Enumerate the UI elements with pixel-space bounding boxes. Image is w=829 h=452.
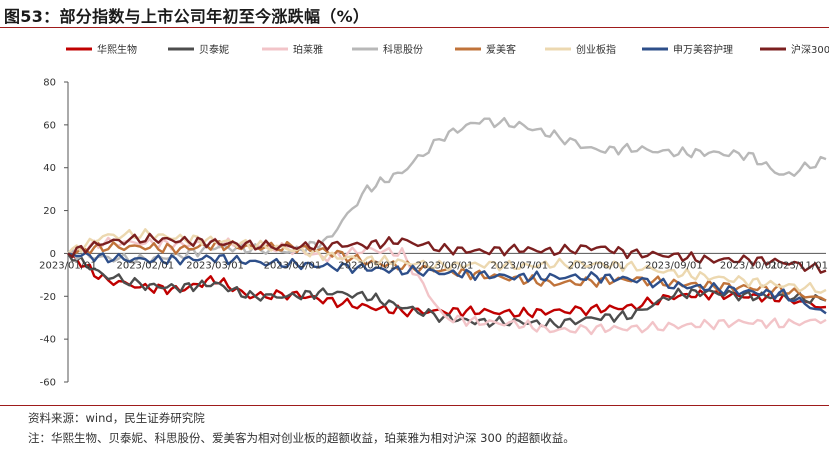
x-tick-label: 2023/09/01	[645, 260, 703, 271]
y-tick-label: 20	[43, 206, 56, 217]
figure-title: 图53：部分指数与上市公司年初至今涨跌幅（%）	[4, 7, 370, 26]
chart-axes	[64, 81, 826, 383]
x-tick-label: 2023/03/01	[186, 260, 244, 271]
x-tick-label: 2023/10/01	[720, 260, 778, 271]
plot-area	[66, 117, 827, 336]
footnote: 注：华熙生物、贝泰妮、科思股份、爱美客为相对创业板的超额收益，珀莱雅为相对沪深 …	[28, 431, 575, 445]
series-line	[67, 228, 827, 294]
legend-label: 贝泰妮	[199, 43, 229, 56]
series-line	[67, 232, 827, 274]
y-tick-label: 80	[43, 78, 56, 89]
x-tick-label: 2023/04/01	[264, 260, 322, 271]
y-tick-label: -40	[40, 335, 56, 346]
y-tick-labels: 80 60 40 20 0 -20 -40 -60	[40, 78, 56, 389]
line-chart: 华熙生物 贝泰妮 珀莱雅 科思股份 爱美客 创业板指 申万美容护理 沪深300 80 60 40 2…	[39, 43, 829, 389]
legend-label: 珀莱雅	[293, 43, 323, 56]
y-tick-label: -60	[40, 378, 56, 389]
legend-label: 沪深300	[791, 43, 829, 56]
x-tick-label: 2023/05/01	[338, 260, 396, 271]
source-note: 资料来源：wind，民生证券研究院	[28, 411, 205, 425]
series-line	[67, 252, 827, 319]
x-tick-label: 2023/07/01	[490, 260, 548, 271]
x-tick-labels: 2023/01/01 2023/02/01 2023/03/01 2023/04/01…	[39, 260, 828, 271]
y-tick-label: 0	[50, 249, 56, 260]
y-tick-label: -20	[40, 292, 56, 303]
x-tick-label: 2023/11/01	[770, 260, 828, 271]
legend-label: 爱美客	[486, 43, 516, 56]
x-tick-label: 2023/01/01	[39, 260, 97, 271]
footer-divider	[0, 405, 829, 406]
legend-label: 科思股份	[383, 43, 423, 56]
x-tick-label: 2023/08/01	[568, 260, 626, 271]
title-divider	[0, 27, 829, 28]
legend-label: 华熙生物	[97, 43, 137, 56]
y-tick-label: 40	[43, 163, 56, 174]
legend-label: 创业板指	[576, 43, 616, 56]
y-tick-label: 60	[43, 120, 56, 131]
chart-legend: 华熙生物 贝泰妮 珀莱雅 科思股份 爱美客 创业板指 申万美容护理 沪深300	[66, 43, 829, 56]
series-line	[67, 251, 827, 315]
x-tick-label: 2023/02/01	[116, 260, 174, 271]
legend-label: 申万美容护理	[673, 43, 733, 56]
x-tick-label: 2023/06/01	[416, 260, 474, 271]
